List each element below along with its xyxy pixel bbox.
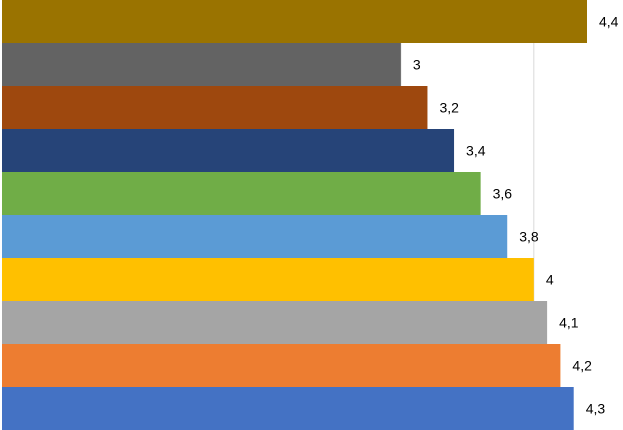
data-label-9: 4,2: [572, 358, 592, 374]
data-label-6: 3,8: [519, 229, 539, 245]
data-label-10: 4,3: [586, 401, 606, 417]
bar-9: [2, 344, 561, 387]
bar-1: [2, 0, 587, 43]
bar-5: [2, 172, 481, 215]
data-label-8: 4,1: [559, 315, 579, 331]
bars: [2, 0, 587, 430]
bar-4: [2, 129, 455, 172]
bar-3: [2, 86, 428, 129]
data-label-4: 3,4: [466, 143, 486, 159]
data-label-3: 3,2: [439, 100, 459, 116]
bar-6: [2, 215, 508, 258]
data-label-2: 3: [413, 57, 421, 73]
data-label-1: 4,4: [599, 14, 619, 30]
bar-2: [2, 43, 401, 86]
data-label-5: 3,6: [493, 186, 513, 202]
bar-8: [2, 301, 548, 344]
data-labels: 4,4 3 3,2 3,4 3,6 3,8 4 4,1 4,2 4,3: [413, 14, 619, 417]
bar-7: [2, 258, 534, 301]
bar-10: [2, 387, 574, 430]
data-label-7: 4: [546, 272, 554, 288]
